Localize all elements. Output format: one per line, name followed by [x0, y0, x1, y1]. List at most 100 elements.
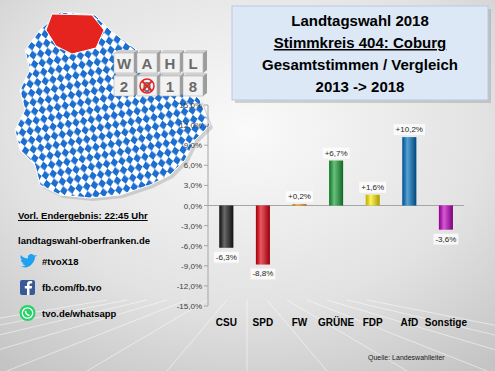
data-label-group: -3,6% — [433, 234, 458, 245]
title: Landtagswahl 2018 — [291, 12, 429, 29]
logo-cube: 2 — [114, 73, 138, 96]
y-tick — [204, 145, 208, 146]
whatsapp-phone — [26, 311, 30, 316]
whatsapp-ring — [22, 308, 32, 318]
y-tick-label: 15,0% — [179, 101, 202, 110]
x-tick-label: FDP — [363, 317, 383, 328]
title-box — [232, 6, 488, 100]
logo-letter: 8 — [189, 78, 197, 95]
data-label: +0,2% — [288, 192, 311, 201]
y-tick-label: 12,0% — [179, 121, 202, 130]
data-label-group: +10,2% — [394, 124, 425, 135]
bar — [293, 204, 307, 205]
data-label-bg — [214, 252, 239, 263]
logo-cube: 0 — [137, 73, 161, 96]
data-label: -8,8% — [252, 269, 273, 278]
logo-letter: A — [142, 55, 153, 72]
logo-letter: 0 — [143, 78, 151, 95]
x-tick-label: Sonstige — [425, 317, 468, 328]
data-label: -6,3% — [216, 253, 237, 262]
y-tick — [204, 265, 208, 266]
subtitle: 2013 -> 2018 — [316, 78, 405, 95]
logo-cube: A — [137, 50, 161, 73]
y-tick-label: -9,0% — [181, 262, 202, 271]
bar — [329, 161, 343, 206]
cube-front — [160, 76, 180, 96]
facebook-glyph — [25, 281, 32, 295]
floor-line — [327, 300, 495, 371]
floor-lines — [0, 300, 495, 371]
page: WAHL 2018 Landtagswahl 2018 Stimmkreis 404:… — [0, 0, 495, 371]
y-tick — [204, 225, 208, 226]
y-tick-label: 6,0% — [184, 161, 202, 170]
data-label: +6,7% — [325, 149, 348, 158]
whatsapp-icon — [20, 305, 36, 321]
y-tick — [204, 125, 208, 126]
data-label-bg — [323, 148, 350, 159]
x-tick-label: AfD — [400, 317, 418, 328]
cube-side — [203, 73, 207, 96]
bars — [219, 137, 453, 264]
logo-cube: 1 — [160, 73, 184, 96]
twitter-icon — [20, 254, 37, 267]
x-tick-label: GRÜNE — [318, 316, 354, 328]
cube-top — [114, 73, 138, 76]
bar-shine — [439, 206, 453, 230]
floor-line — [267, 300, 327, 371]
bar-shine — [256, 206, 270, 265]
floor-line — [0, 300, 167, 371]
data-label-group: +0,2% — [286, 191, 313, 202]
bar-shine — [366, 195, 380, 206]
whatsapp: tvo.de/whatsapp — [42, 308, 117, 319]
x-tick-label: SPD — [253, 317, 274, 328]
y-tick — [204, 105, 208, 106]
facebook: fb.com/fb.tvo — [42, 282, 102, 293]
cube-front — [137, 76, 157, 96]
bar — [402, 137, 416, 205]
data-label-group: -8,8% — [250, 268, 275, 279]
cube-front — [137, 53, 157, 73]
website: landtagswahl-oberfranken.de — [18, 235, 150, 246]
floor-line — [167, 300, 227, 371]
y-tick-label: -12,0% — [177, 282, 202, 291]
data-label: +10,2% — [396, 125, 423, 134]
cube-top — [137, 73, 161, 76]
background — [0, 0, 495, 371]
cube-top — [160, 50, 184, 53]
data-label-group: +6,7% — [323, 148, 350, 159]
result-time: Vorl. Endergebnis: 22:45 Uhr — [18, 210, 148, 221]
floor-line — [0, 300, 127, 371]
data-label: +1,6% — [361, 183, 384, 192]
y-tick — [204, 306, 208, 307]
data-label-bg — [394, 124, 425, 135]
logo-cube: H — [160, 50, 184, 73]
data-label-bg — [286, 191, 313, 202]
y-tick-label: 3,0% — [184, 181, 202, 190]
cube-front — [114, 53, 134, 73]
logo-letter: 1 — [166, 78, 174, 95]
data-label: -3,6% — [435, 235, 456, 244]
subtitle: Stimmkreis 404: Coburg — [274, 34, 447, 51]
bar — [366, 195, 380, 206]
cube-side — [203, 50, 207, 73]
x-tick-label: CSU — [216, 317, 237, 328]
y-tick-label: 9,0% — [184, 141, 202, 150]
canvas: WAHL 2018 Landtagswahl 2018 Stimmkreis 404:… — [0, 0, 495, 371]
cube-top — [183, 73, 207, 76]
data-label-bg — [359, 182, 386, 193]
logo-letter: L — [188, 55, 197, 72]
cube-top — [114, 50, 138, 53]
bavaria-map — [15, 12, 210, 198]
y-tick-label: -3,0% — [181, 222, 202, 231]
y-tick — [204, 285, 208, 286]
cube-front — [114, 76, 134, 96]
floor-line — [367, 300, 495, 371]
bar-shine — [402, 137, 416, 205]
cube-top — [137, 50, 161, 53]
logo-cube: W — [114, 50, 138, 73]
cube-front — [160, 53, 180, 73]
floor-line — [0, 300, 147, 371]
data-label-group: +1,6% — [359, 182, 386, 193]
floor-line — [307, 300, 487, 371]
cube-front — [183, 76, 203, 96]
